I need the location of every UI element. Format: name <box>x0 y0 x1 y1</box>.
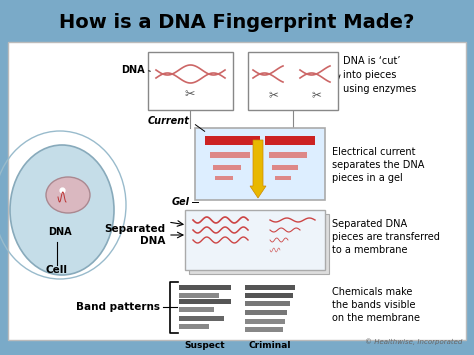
Bar <box>179 316 224 321</box>
Bar <box>179 299 231 304</box>
Text: © Healthwise, Incorporated: © Healthwise, Incorporated <box>365 339 462 345</box>
Bar <box>205 136 260 145</box>
Text: Separated DNA
pieces are transferred
to a membrane: Separated DNA pieces are transferred to … <box>332 219 440 255</box>
Bar <box>179 285 231 290</box>
Bar <box>245 285 295 290</box>
Bar <box>213 165 241 170</box>
Bar <box>179 293 219 298</box>
Text: Suspect: Suspect <box>185 340 225 350</box>
Bar <box>195 128 325 200</box>
Bar <box>245 319 285 324</box>
Bar <box>248 52 338 110</box>
Text: Band patterns: Band patterns <box>76 302 160 312</box>
Ellipse shape <box>10 145 114 275</box>
Text: ✂: ✂ <box>311 88 321 102</box>
Bar <box>245 310 287 315</box>
Bar <box>148 52 233 110</box>
Text: Chemicals make
the bands visible
on the membrane: Chemicals make the bands visible on the … <box>332 287 420 323</box>
Text: How is a DNA Fingerprint Made?: How is a DNA Fingerprint Made? <box>59 12 415 32</box>
Bar <box>272 165 298 170</box>
Bar <box>275 176 291 180</box>
FancyArrow shape <box>250 140 266 198</box>
Bar <box>185 210 325 270</box>
Bar <box>269 152 307 158</box>
Bar <box>189 214 329 274</box>
Text: DNA is ‘cut’
into pieces
using enzymes: DNA is ‘cut’ into pieces using enzymes <box>343 56 416 94</box>
Text: DNA: DNA <box>48 227 72 237</box>
Text: ✂: ✂ <box>185 88 195 102</box>
Bar <box>179 307 214 312</box>
Bar <box>245 293 293 298</box>
Text: ✂: ✂ <box>268 88 278 102</box>
Ellipse shape <box>46 177 90 213</box>
Text: Gel: Gel <box>172 197 190 207</box>
Text: Current: Current <box>148 116 190 126</box>
FancyBboxPatch shape <box>8 42 466 340</box>
Text: Criminal: Criminal <box>249 340 291 350</box>
Bar <box>245 327 283 332</box>
Bar <box>245 301 290 306</box>
Text: Cell: Cell <box>46 265 68 275</box>
Bar <box>215 176 233 180</box>
Text: DNA: DNA <box>121 65 145 75</box>
Text: Separated
DNA: Separated DNA <box>104 224 165 246</box>
Bar <box>179 324 209 329</box>
Bar <box>265 136 315 145</box>
Text: Electrical current
separates the DNA
pieces in a gel: Electrical current separates the DNA pie… <box>332 147 424 183</box>
Bar <box>210 152 250 158</box>
